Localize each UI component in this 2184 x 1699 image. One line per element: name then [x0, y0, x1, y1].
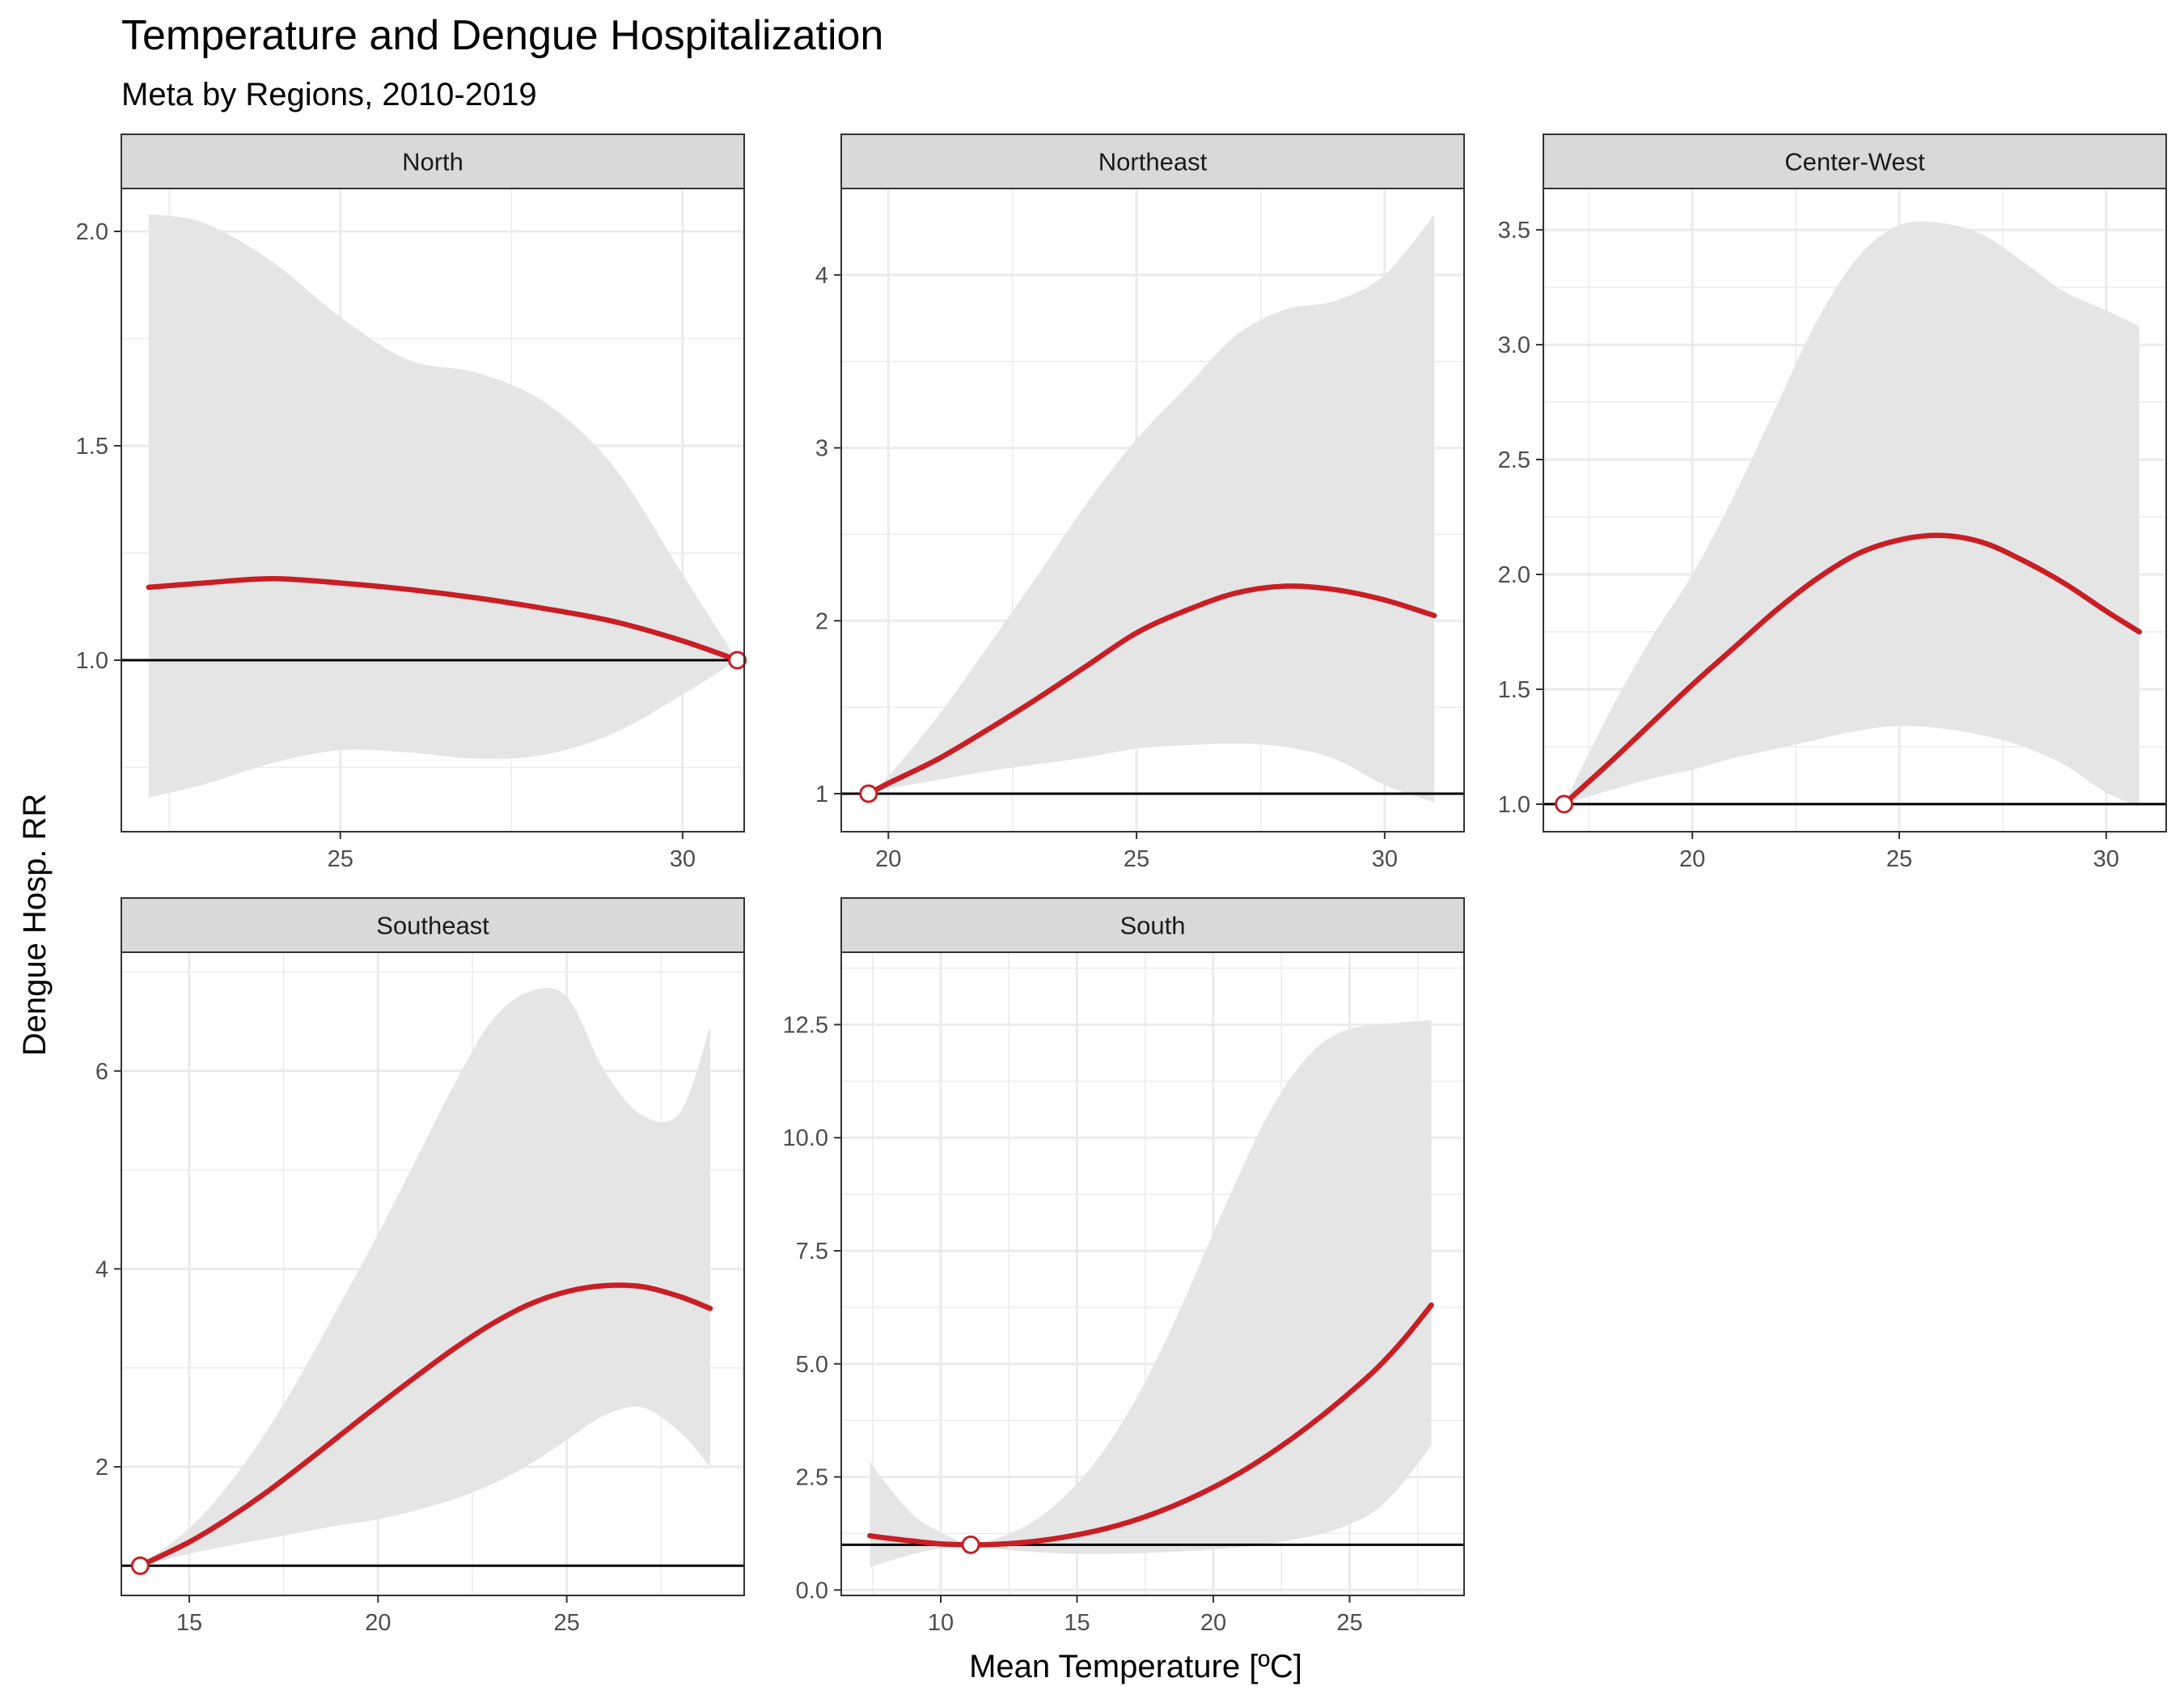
x-tick-label: 30 — [670, 846, 696, 872]
y-tick-label: 2.5 — [796, 1465, 828, 1491]
x-tick-label: 30 — [1372, 846, 1398, 872]
rr-curve — [1561, 532, 2142, 807]
facet-label: Southeast — [376, 912, 489, 940]
plot-area — [841, 189, 1464, 832]
panel-southeast: Southeast 15 20 25 2 4 6 — [95, 897, 745, 1636]
confidence-ribbon — [140, 987, 710, 1566]
x-tick-label: 20 — [875, 846, 901, 872]
x-tick-label: 20 — [1679, 846, 1705, 872]
facet-strip — [840, 897, 1465, 953]
x-tick-label: 30 — [2093, 846, 2119, 872]
y-tick-label: 2 — [815, 608, 828, 634]
plot-area — [1543, 189, 2166, 832]
y-tick-label: 1 — [815, 782, 828, 807]
rr-curve — [138, 1282, 713, 1569]
confidence-ribbon — [1564, 221, 2140, 807]
facet-strip — [121, 133, 745, 189]
y-tick-label: 1.5 — [76, 434, 108, 460]
y-tick-label: 4 — [95, 1256, 108, 1282]
panel-north: North 25 30 1.0 1.5 2.0 — [76, 133, 747, 872]
plot-area — [841, 952, 1464, 1595]
reference-point — [130, 1556, 150, 1575]
y-tick-label: 1.0 — [1498, 792, 1530, 818]
reference-point — [859, 784, 878, 803]
x-tick-label: 15 — [176, 1610, 202, 1636]
reference-point — [1555, 794, 1574, 814]
x-tick-label: 25 — [328, 846, 353, 872]
y-tick-label: 2.5 — [1498, 447, 1530, 473]
y-tick-label: 3 — [815, 436, 828, 462]
reference-point — [728, 650, 747, 670]
facet-strip — [840, 133, 1465, 189]
chart-title: Temperature and Dengue Hospitalization — [121, 12, 883, 59]
confidence-ribbon — [870, 1019, 1432, 1568]
y-tick-label: 12.5 — [783, 1012, 828, 1038]
y-tick-label: 5.0 — [796, 1352, 828, 1378]
rr-curve — [867, 1302, 1434, 1548]
plot-area — [121, 952, 744, 1595]
panel-center-west: Center-West 20 25 30 1.0 1.5 2.0 2.5 3.0 3.5 — [1498, 133, 2167, 872]
y-tick-label: 3.5 — [1498, 218, 1530, 244]
panel-border — [121, 188, 745, 833]
panel-border — [1543, 188, 2167, 833]
rr-curve — [146, 576, 740, 663]
y-tick-label: 2.0 — [1498, 562, 1530, 588]
panel-northeast: Northeast 20 25 30 1 2 3 4 — [815, 133, 1465, 872]
plot-area — [121, 189, 744, 832]
y-axis-title: Dengue Hosp. RR — [17, 794, 53, 1057]
facet-label: South — [1120, 912, 1185, 940]
facet-label: Center-West — [1784, 148, 1925, 176]
x-tick-label: 25 — [1124, 846, 1149, 872]
x-tick-label: 20 — [365, 1610, 391, 1636]
y-tick-label: 2.0 — [76, 219, 108, 245]
y-tick-label: 4 — [815, 263, 828, 289]
facet-label: Northeast — [1098, 148, 1208, 176]
y-tick-label: 2 — [95, 1455, 108, 1481]
confidence-ribbon — [868, 214, 1435, 803]
facet-strip — [1543, 133, 2167, 189]
y-tick-label: 3.0 — [1498, 333, 1530, 358]
facet-panels: North 25 30 1.0 1.5 2.0 Northeast 20 25 30 1 2 3 4 Cen… — [76, 133, 2167, 1636]
facet-label: North — [402, 148, 463, 176]
reference-point — [961, 1535, 980, 1554]
facet-strip — [121, 897, 745, 953]
x-tick-label: 20 — [1200, 1610, 1226, 1636]
rr-curve — [866, 583, 1437, 797]
panel-border — [121, 951, 745, 1596]
panel-border — [840, 951, 1465, 1596]
x-tick-label: 10 — [928, 1610, 954, 1636]
confidence-ribbon — [148, 214, 738, 798]
y-tick-label: 6 — [95, 1059, 108, 1085]
x-tick-label: 25 — [1886, 846, 1912, 872]
y-tick-label: 7.5 — [796, 1239, 828, 1265]
chart-subtitle: Meta by Regions, 2010-2019 — [121, 77, 537, 112]
x-tick-label: 25 — [1336, 1610, 1362, 1636]
y-tick-label: 0.0 — [796, 1578, 828, 1604]
x-tick-label: 25 — [554, 1610, 580, 1636]
panel-south: South 10 15 20 25 0.0 2.5 5.0 7.5 10.0 12.5 — [783, 897, 1465, 1636]
y-tick-label: 1.5 — [1498, 677, 1530, 703]
panel-border — [840, 188, 1465, 833]
x-tick-label: 15 — [1064, 1610, 1090, 1636]
y-tick-label: 1.0 — [76, 648, 108, 674]
x-axis-title: Mean Temperature [ºC] — [969, 1649, 1302, 1684]
y-tick-label: 10.0 — [783, 1125, 828, 1151]
